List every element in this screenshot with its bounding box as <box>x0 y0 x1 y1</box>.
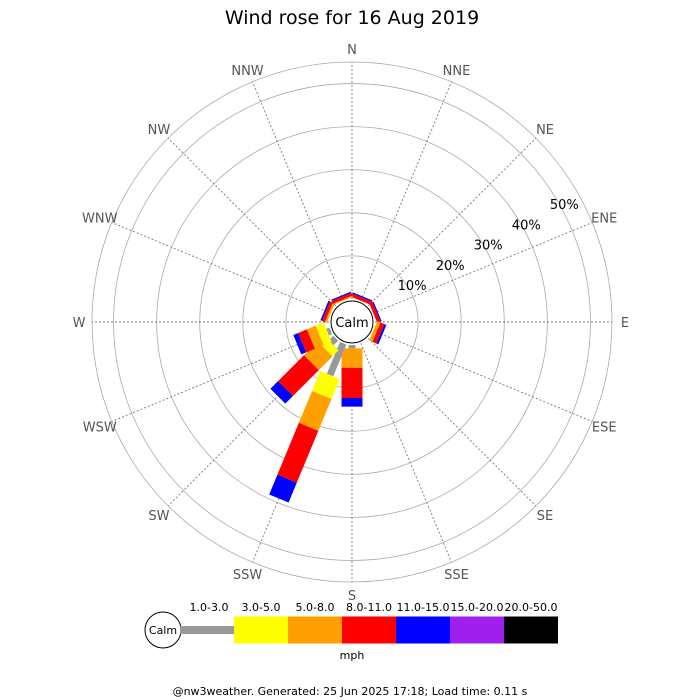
bar-s-8.0-11.0 <box>341 367 363 398</box>
bar-sw-1.0-3.0 <box>328 335 339 346</box>
bar-nnw-5.0-8.0 <box>333 295 353 305</box>
bar-nne-8.0-11.0 <box>351 293 372 305</box>
bar-sw-11.0-15.0 <box>270 381 293 404</box>
bar-s-5.0-8.0 <box>341 348 363 368</box>
bar-wsw-11.0-15.0 <box>293 333 307 355</box>
direction-spokes <box>92 62 612 582</box>
bar-wnw-8.0-11.0 <box>322 301 333 323</box>
direction-label-w: W <box>73 316 86 331</box>
legend-label-5.0-8.0: 5.0-8.0 <box>296 601 335 614</box>
legend: Calm 1.0-3.0 3.0-5.0 5.0-8.0 8.0-11.0 11.0-15… <box>144 601 558 662</box>
spoke-sse <box>360 343 452 563</box>
direction-label-ene: ENE <box>591 212 617 227</box>
spoke-ese <box>373 330 593 422</box>
spoke-wsw <box>111 330 331 422</box>
direction-label-sw: SW <box>148 509 169 524</box>
direction-label-ssw: SSW <box>233 568 263 583</box>
calm-circle: Calm <box>330 300 374 344</box>
grid-ring-1 <box>242 212 462 432</box>
bar-ssw-8.0-11.0 <box>277 422 319 483</box>
direction-label-wnw: WNW <box>82 212 118 227</box>
bar-nnw-8.0-11.0 <box>331 292 353 304</box>
direction-label-n: N <box>347 43 357 58</box>
bar-ese-11.0-15.0 <box>376 324 387 345</box>
percent-label-2: 30% <box>474 239 503 254</box>
bar-ssw-5.0-8.0 <box>298 391 332 431</box>
direction-label-e: E <box>621 316 629 331</box>
legend-label-20.0-50.0: 20.0-50.0 <box>505 601 558 614</box>
legend-label-8.0-11.0: 8.0-11.0 <box>346 601 392 614</box>
footer-text: @nw3weather. Generated: 25 Jun 2025 17:1… <box>173 685 528 698</box>
legend-swatch-5.0-8.0 <box>288 616 342 644</box>
legend-label-3.0-5.0: 3.0-5.0 <box>242 601 281 614</box>
chart-title: Wind rose for 16 Aug 2019 <box>225 7 479 29</box>
legend-label-15.0-20.0: 15.0-20.0 <box>451 601 504 614</box>
spoke-nne <box>360 81 452 301</box>
direction-label-nnw: NNW <box>231 64 263 79</box>
legend-swatch-20.0-50.0 <box>504 616 558 644</box>
percent-label-0: 10% <box>398 279 427 294</box>
direction-label-ese: ESE <box>592 420 617 435</box>
spoke-ene <box>373 222 593 314</box>
direction-label-nw: NW <box>148 123 171 138</box>
bar-ene-8.0-11.0 <box>369 302 381 323</box>
direction-label-s: S <box>348 589 356 604</box>
direction-label-wsw: WSW <box>83 420 117 435</box>
bar-s-11.0-15.0 <box>341 398 363 407</box>
bar-ese-8.0-11.0 <box>372 322 385 344</box>
direction-label-nne: NNE <box>443 64 471 79</box>
bar-nne-11.0-15.0 <box>352 292 373 302</box>
legend-swatch-8.0-11.0 <box>342 616 396 644</box>
spoke-sw <box>167 337 337 507</box>
grid-ring-4 <box>113 83 591 561</box>
calm-label: Calm <box>335 316 368 331</box>
bar-wnw-11.0-15.0 <box>320 300 330 321</box>
legend-swatch-11.0-15.0 <box>396 616 450 644</box>
direction-label-sse: SSE <box>444 568 469 583</box>
bar-wsw-1.0-3.0 <box>326 327 333 336</box>
bar-ese-5.0-8.0 <box>369 321 381 342</box>
bar-ssw-11.0-15.0 <box>269 474 297 503</box>
legend-swatch-1.0-3.0 <box>180 626 234 634</box>
spoke-nw <box>167 137 337 307</box>
spoke-wnw <box>111 222 331 314</box>
direction-label-se: SE <box>537 509 553 524</box>
direction-label-ne: NE <box>536 123 554 138</box>
bar-sw-8.0-11.0 <box>278 355 319 396</box>
spoke-se <box>367 337 537 507</box>
percent-label-1: 20% <box>436 259 465 274</box>
bar-wnw-5.0-8.0 <box>324 302 335 323</box>
wind-bars <box>269 291 387 503</box>
percent-label-4: 50% <box>550 198 579 213</box>
legend-swatch-3.0-5.0 <box>234 616 288 644</box>
legend-label-11.0-15.0: 11.0-15.0 <box>397 601 450 614</box>
bar-nnw-11.0-15.0 <box>331 291 352 301</box>
spoke-ssw <box>252 343 344 563</box>
bar-wsw-5.0-8.0 <box>306 325 324 349</box>
percent-label-3: 40% <box>512 218 541 233</box>
legend-swatch-15.0-20.0 <box>450 616 504 644</box>
spoke-nnw <box>252 81 344 301</box>
direction-labels: N NNE NE ENE E ESE SE SSE S SSW SW WSW W WNW NW NNW <box>73 43 630 604</box>
bar-ssw-3.0-5.0 <box>312 371 340 399</box>
spoke-ne <box>367 137 537 307</box>
legend-calm-label: Calm <box>149 624 177 637</box>
bar-ssw-1.0-3.0 <box>326 341 347 377</box>
legend-label-1.0-3.0: 1.0-3.0 <box>190 601 229 614</box>
bar-wsw-3.0-5.0 <box>315 322 332 346</box>
legend-unit: mph <box>340 649 365 662</box>
bar-wsw-8.0-11.0 <box>298 329 315 353</box>
bar-ene-11.0-15.0 <box>372 301 382 322</box>
percent-labels: 10% 20% 30% 40% 50% <box>398 198 579 294</box>
bar-s-1.0-3.0 <box>348 345 356 349</box>
